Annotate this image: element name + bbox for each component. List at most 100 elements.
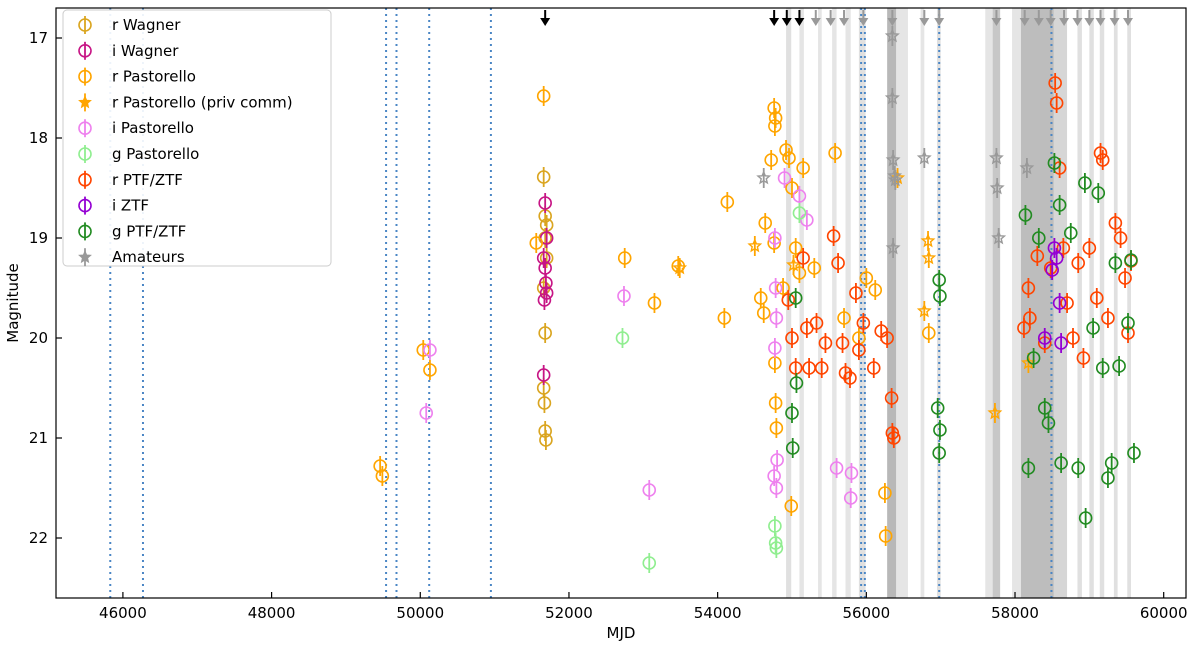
limit-arrow-2	[781, 10, 792, 26]
limit-arrow-10	[934, 10, 945, 26]
legend-label-7: i ZTF	[112, 197, 149, 215]
point-2-5	[536, 89, 551, 103]
limit-arrow-8	[887, 10, 898, 26]
shaded-band-6	[887, 8, 897, 598]
limit-arrow-7	[858, 10, 869, 26]
point-3-2	[786, 257, 801, 272]
point-4-9	[769, 481, 784, 495]
point-6-30	[1049, 96, 1064, 110]
limit-arrow-16	[1072, 10, 1083, 26]
point-1-2	[536, 251, 551, 265]
limit-arrow-5	[825, 10, 836, 26]
legend-entry-6: r PTF/ZTF	[78, 170, 183, 189]
series-4	[419, 168, 859, 508]
point-2-1	[375, 469, 390, 483]
point-8-14	[1041, 416, 1056, 430]
point-8-1	[785, 441, 800, 455]
limit-arrow-3	[794, 10, 805, 26]
point-8-5	[933, 289, 947, 303]
x-axis-ticks: 46000 48000 50000 52000 54000 56000 58000 60000	[99, 592, 1188, 622]
shaded-band-1	[799, 8, 804, 598]
point-6-26	[1030, 249, 1045, 263]
point-8-9	[1018, 208, 1033, 222]
y-tick-label-0: 17	[29, 29, 48, 47]
legend-entry-2: r Pastorello	[78, 67, 196, 86]
point-6-42	[1108, 216, 1123, 230]
point-2-23	[782, 151, 796, 165]
y-tick-label-4: 21	[29, 429, 48, 447]
shaded-band-13	[1020, 8, 1054, 598]
point-4-14	[829, 461, 844, 475]
point-0-8	[537, 396, 552, 410]
point-2-13	[758, 216, 773, 230]
point-6-11	[835, 336, 850, 350]
point-2-9	[717, 311, 732, 325]
point-8-8	[933, 423, 947, 437]
point-4-11	[777, 171, 792, 185]
point-6-1	[785, 331, 799, 345]
point-0-6	[538, 326, 552, 340]
point-8-29	[1121, 316, 1135, 330]
point-2-37	[776, 281, 790, 295]
legend-entry-4: i Pastorello	[78, 119, 194, 138]
point-6-10	[831, 256, 845, 270]
point-4-4	[768, 231, 782, 245]
point-4-7	[768, 341, 782, 355]
point-9-7	[916, 150, 932, 165]
point-4-15	[843, 491, 858, 505]
point-6-24	[1021, 281, 1036, 295]
point-6-20	[884, 391, 899, 405]
point-6-14	[849, 286, 863, 300]
series-8	[785, 153, 1141, 528]
point-6-35	[1071, 256, 1086, 270]
point-5-0	[615, 331, 630, 345]
y-axis-label: Magnitude	[4, 263, 22, 342]
point-6-38	[1089, 291, 1104, 305]
point-3-1	[747, 238, 763, 253]
point-5-5	[792, 206, 807, 220]
point-4-12	[792, 189, 807, 203]
series-9	[756, 26, 1035, 258]
x-axis-label: MJD	[607, 624, 636, 642]
legend-marker-3	[78, 95, 92, 109]
point-6-36	[1076, 351, 1091, 365]
limit-arrow-4	[810, 10, 821, 26]
x-tick-label-7: 60000	[1140, 604, 1188, 622]
point-5-1	[642, 556, 657, 570]
point-8-0	[785, 406, 799, 420]
x-tick-label-5: 56000	[842, 604, 890, 622]
limit-arrow-11	[991, 10, 1002, 26]
legend-label-8: g PTF/ZTF	[112, 222, 186, 240]
point-2-0	[373, 459, 387, 473]
point-8-25	[1101, 471, 1115, 485]
legend-box	[62, 9, 332, 267]
point-8-21	[1078, 511, 1093, 525]
legend-marker-7	[78, 198, 92, 213]
plot-frame	[55, 7, 1187, 599]
point-6-39	[1093, 146, 1108, 160]
point-5-4	[768, 536, 783, 550]
data-points	[373, 26, 1141, 573]
point-9-10	[991, 230, 1007, 245]
point-7-3	[1052, 296, 1067, 310]
point-6-3	[796, 251, 810, 265]
point-8-30	[1127, 446, 1141, 460]
point-4-5	[768, 281, 783, 295]
limit-arrow-14	[1045, 10, 1056, 26]
shaded-band-17	[1099, 8, 1105, 598]
point-2-31	[859, 271, 874, 285]
legend-label-5: g Pastorello	[112, 145, 199, 163]
point-2-22	[779, 143, 793, 157]
point-8-28	[1112, 359, 1126, 373]
point-8-26	[1104, 456, 1119, 470]
legend-marker-9	[78, 249, 92, 264]
shaded-band-10	[985, 8, 993, 598]
limit-arrow-13	[1033, 10, 1044, 26]
limit-arrow-12	[1019, 10, 1030, 26]
y-tick-label-2: 19	[29, 229, 48, 247]
point-8-13	[1037, 401, 1052, 415]
point-8-2	[788, 291, 803, 305]
point-6-37	[1082, 241, 1097, 255]
point-2-29	[837, 311, 851, 325]
